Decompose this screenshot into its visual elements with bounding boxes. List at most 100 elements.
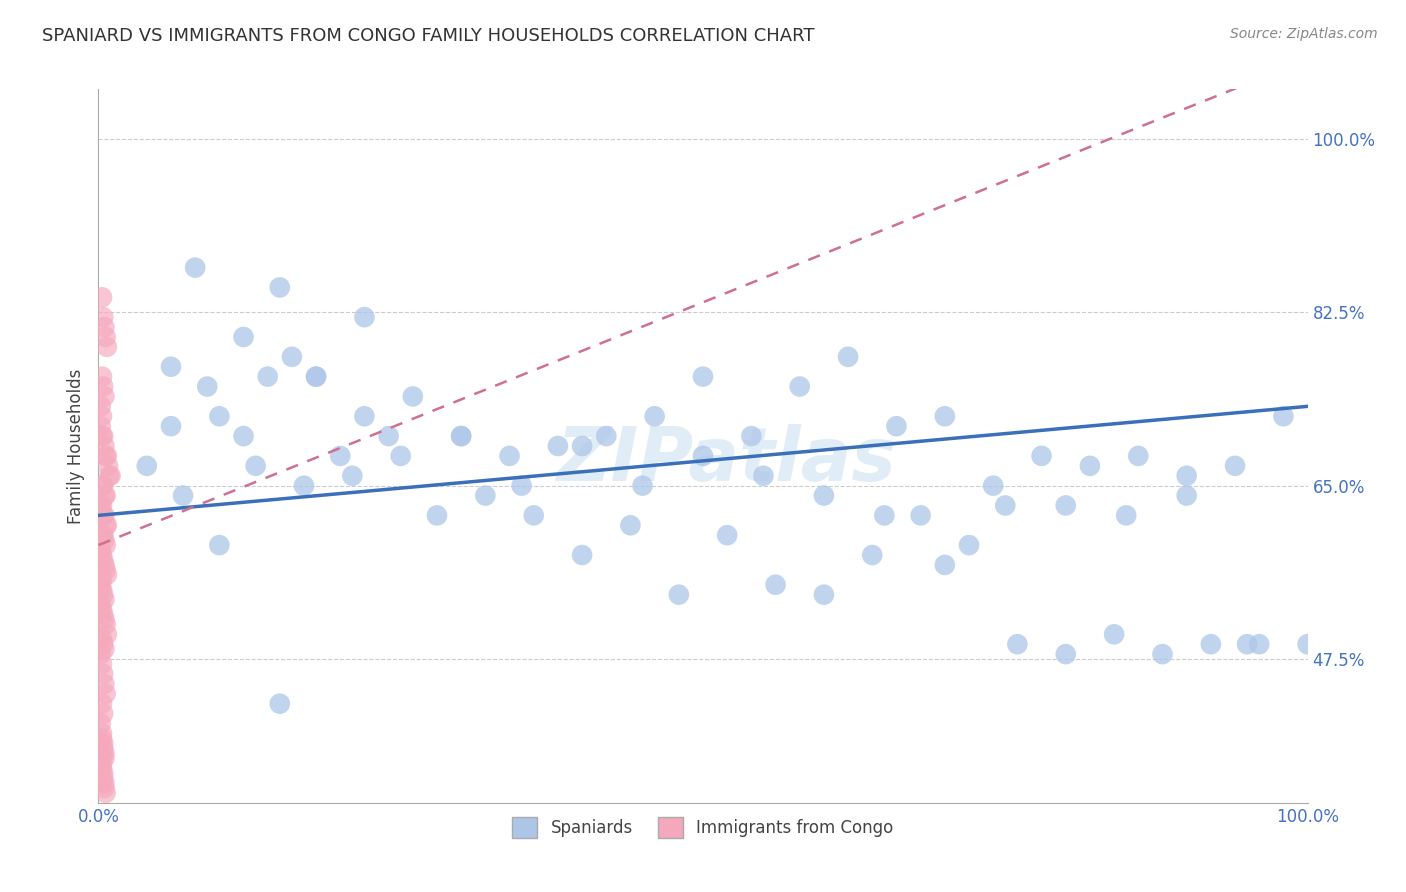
Point <box>813 489 835 503</box>
Point <box>1236 637 1258 651</box>
Point <box>873 508 896 523</box>
Point <box>91 553 114 567</box>
Point <box>94 617 117 632</box>
Point <box>208 538 231 552</box>
Point <box>1249 637 1271 651</box>
Point <box>91 582 114 597</box>
Point <box>450 429 472 443</box>
Point <box>1128 449 1150 463</box>
Point <box>232 330 254 344</box>
Point <box>1031 449 1053 463</box>
Point <box>94 449 117 463</box>
Point <box>184 260 207 275</box>
Point <box>91 637 114 651</box>
Point <box>377 429 399 443</box>
Point <box>90 716 112 731</box>
Point <box>644 409 666 424</box>
Point <box>91 429 114 443</box>
Point <box>90 543 112 558</box>
Point <box>474 489 496 503</box>
Point <box>93 508 115 523</box>
Point <box>93 320 115 334</box>
Point <box>96 518 118 533</box>
Point <box>93 677 115 691</box>
Point <box>510 478 533 492</box>
Point <box>90 598 112 612</box>
Point <box>1272 409 1295 424</box>
Point <box>91 310 114 325</box>
Point <box>498 449 520 463</box>
Point <box>1175 489 1198 503</box>
Point <box>994 499 1017 513</box>
Point <box>91 697 114 711</box>
Point <box>619 518 641 533</box>
Point <box>305 369 328 384</box>
Point <box>1199 637 1222 651</box>
Point <box>93 558 115 572</box>
Point <box>91 706 114 721</box>
Point <box>91 499 114 513</box>
Point <box>910 508 932 523</box>
Point <box>692 449 714 463</box>
Text: Source: ZipAtlas.com: Source: ZipAtlas.com <box>1230 27 1378 41</box>
Point <box>91 771 114 785</box>
Point <box>91 528 114 542</box>
Point <box>813 588 835 602</box>
Point <box>97 458 120 473</box>
Point <box>389 449 412 463</box>
Point <box>91 478 114 492</box>
Point <box>957 538 980 552</box>
Point <box>886 419 908 434</box>
Point <box>837 350 859 364</box>
Point <box>305 369 328 384</box>
Point <box>668 588 690 602</box>
Point <box>135 458 157 473</box>
Point <box>93 612 115 626</box>
Point <box>90 400 112 414</box>
Point <box>96 627 118 641</box>
Point <box>93 389 115 403</box>
Point <box>93 489 115 503</box>
Point <box>208 409 231 424</box>
Point <box>269 280 291 294</box>
Text: SPANIARD VS IMMIGRANTS FROM CONGO FAMILY HOUSEHOLDS CORRELATION CHART: SPANIARD VS IMMIGRANTS FROM CONGO FAMILY… <box>42 27 814 45</box>
Point <box>740 429 762 443</box>
Point <box>93 439 115 453</box>
Point <box>90 578 112 592</box>
Point <box>91 632 114 647</box>
Point <box>94 538 117 552</box>
Point <box>94 330 117 344</box>
Point <box>91 528 114 542</box>
Point <box>1054 499 1077 513</box>
Point <box>232 429 254 443</box>
Point <box>93 776 115 790</box>
Point <box>342 468 364 483</box>
Point <box>91 766 114 780</box>
Point <box>716 528 738 542</box>
Point <box>93 746 115 760</box>
Point <box>91 588 114 602</box>
Point <box>91 548 114 562</box>
Point <box>91 508 114 523</box>
Point <box>93 780 115 795</box>
Point <box>547 439 569 453</box>
Point <box>91 379 114 393</box>
Point <box>91 429 114 443</box>
Point <box>353 409 375 424</box>
Point <box>91 369 114 384</box>
Point <box>96 340 118 354</box>
Point <box>90 647 112 661</box>
Point <box>91 736 114 750</box>
Point <box>91 409 114 424</box>
Point <box>1102 627 1125 641</box>
Point <box>631 478 654 492</box>
Point <box>1078 458 1101 473</box>
Point <box>1175 468 1198 483</box>
Point <box>523 508 546 523</box>
Point <box>91 607 114 622</box>
Point <box>93 592 115 607</box>
Point <box>1054 647 1077 661</box>
Point <box>91 657 114 671</box>
Point <box>752 468 775 483</box>
Point <box>571 548 593 562</box>
